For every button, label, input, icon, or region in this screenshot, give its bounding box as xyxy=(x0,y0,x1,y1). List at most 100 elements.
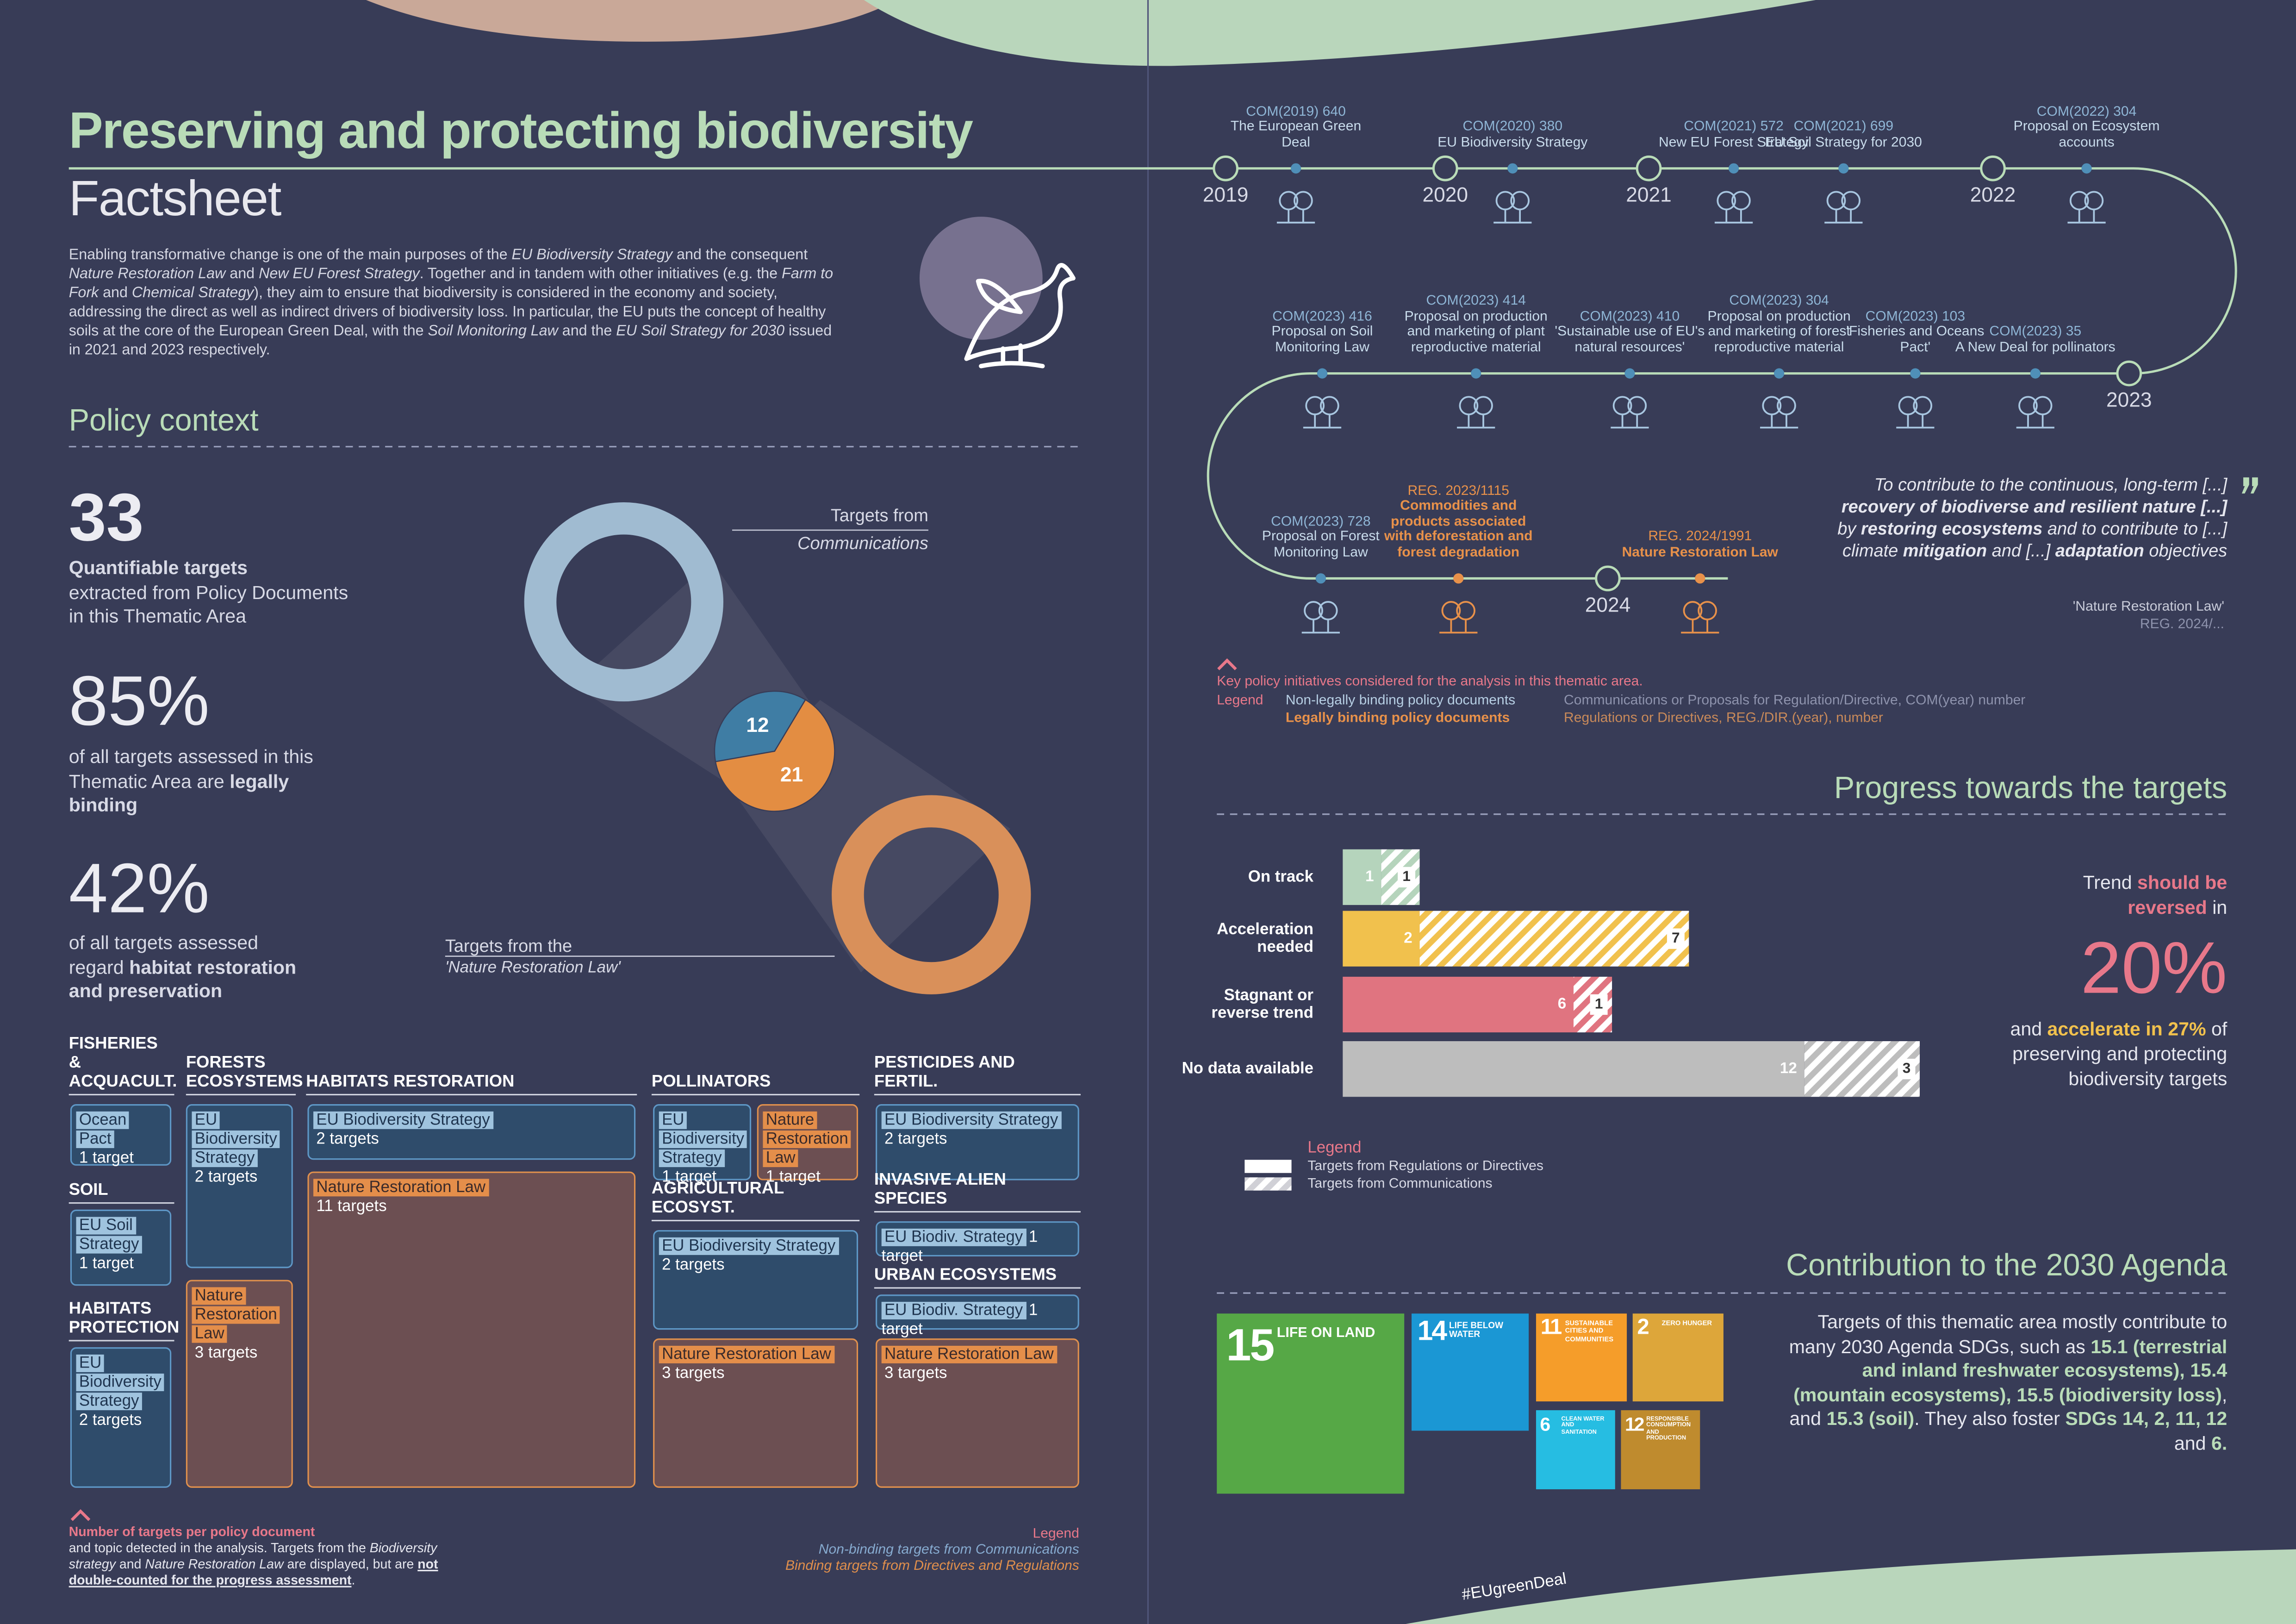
topic-box: Nature Restoration Law 3 targets xyxy=(186,1280,293,1488)
document-label: Nature Restoration Law xyxy=(192,1287,280,1343)
icon xyxy=(1439,601,1478,634)
text-run: EU Biodiversity Strategy xyxy=(511,247,673,264)
callout-text: Targets from xyxy=(830,505,928,526)
timeline-label: REG. 2024/1991 Nature Restoration Law xyxy=(1619,529,1780,561)
sdg-label: SUSTAINABLE CITIES AND COMMUNITIES xyxy=(1565,1320,1614,1343)
timeline-dot xyxy=(1471,368,1481,379)
year-marker xyxy=(2116,360,2142,387)
text-run: ), they aim to ensure that biodiversity … xyxy=(68,285,826,340)
timeline-title: 'Fisheries and Oceans Pact' xyxy=(1846,324,1985,356)
sdg-tile: 2 ZERO HUNGER xyxy=(1632,1313,1724,1402)
topic-box: Ocean Pact 1 target xyxy=(70,1104,172,1167)
document-label: Nature Restoration Law xyxy=(763,1111,852,1167)
page-subtitle: Factsheet xyxy=(68,171,282,227)
sdg-tile: 14 LIFE BELOW WATER xyxy=(1411,1313,1529,1431)
timeline-dot xyxy=(1624,368,1635,379)
text-run: of preserving and protecting biodiversit… xyxy=(2012,1018,2228,1090)
timeline-title: Proposal on Ecosystem accounts xyxy=(2013,119,2160,150)
document-label: EU Biodiversity Strategy xyxy=(659,1111,747,1167)
timeline-title: Proposal on Soil Monitoring Law xyxy=(1271,324,1373,356)
text-run: issued in 2021 and 2023 respectively. xyxy=(68,324,832,359)
text-run: Nature Restoration Law xyxy=(68,266,226,283)
timeline-dot xyxy=(1317,368,1328,379)
sdg-label: LIFE ON LAND xyxy=(1276,1325,1375,1342)
icon-part xyxy=(1896,414,1935,429)
icon-part xyxy=(2016,414,2054,429)
pie-slice xyxy=(715,699,835,812)
sdg-label: ZERO HUNGER xyxy=(1661,1320,1712,1327)
document-label: Nature Restoration Law xyxy=(659,1345,834,1363)
decor-wave xyxy=(1406,1549,2296,1624)
document-label: Nature Restoration Law xyxy=(881,1345,1057,1363)
timeline-dot xyxy=(1728,163,1739,174)
stat-figure: 85% xyxy=(68,663,210,741)
timeline-label: COM(2021) 572 New EU Forest Strategy xyxy=(1653,119,1814,150)
text-run: and topic detected in the analysis. Targ… xyxy=(68,1540,370,1555)
text-run: . xyxy=(351,1573,355,1587)
timeline-title: Proposal on Forest Monitoring Law xyxy=(1262,528,1380,560)
icon xyxy=(1303,396,1342,429)
legend-entry: Legally binding policy documents xyxy=(1285,710,1510,726)
legend-entry: Binding targets from Directives and Regu… xyxy=(785,1558,1079,1574)
topic-title: INVASIVE ALIEN SPECIES xyxy=(874,1172,1081,1213)
year-label: 2024 xyxy=(1585,593,1630,616)
legend-title: Legend xyxy=(1307,1139,1362,1157)
footnote-title: Number of targets per policy document xyxy=(68,1524,315,1539)
bar-segment xyxy=(1343,976,1574,1033)
stat-text: Quantifiable targets extracted from Polic… xyxy=(69,556,362,629)
icon xyxy=(1714,191,1753,224)
year-label: 2023 xyxy=(2106,388,2152,411)
sdg-label: LIFE BELOW WATER xyxy=(1449,1322,1504,1340)
topic-title: FORESTS ECOSYSTEMS xyxy=(186,1055,303,1096)
value-label: 12 xyxy=(1780,1060,1797,1077)
trend-text: Trend should be reversed in xyxy=(2052,870,2228,920)
text-run: accelerate in 27% xyxy=(2047,1018,2206,1040)
text-run: Trend xyxy=(2083,871,2138,893)
timeline-dot xyxy=(1695,573,1705,584)
timeline-code: COM(2020) 380 xyxy=(1462,119,1563,135)
text-run: mitigation xyxy=(1903,540,1987,561)
timeline-dot xyxy=(1453,573,1464,584)
text-run: Quantifiable targets xyxy=(68,556,248,579)
timeline-code: COM(2021) 699 xyxy=(1793,119,1894,135)
ring xyxy=(832,795,1031,994)
intro: Enabling transformative change is one of… xyxy=(69,246,842,360)
icon xyxy=(1457,396,1495,429)
timeline-code: COM(2023) 35 xyxy=(1989,324,2082,340)
sdg-number: 6 xyxy=(1540,1412,1550,1435)
timeline-title: A New Deal for pollinators xyxy=(1955,339,2116,356)
text-run: Enabling transformative change is one of… xyxy=(68,247,512,264)
target-count: 1 target xyxy=(881,1302,1038,1339)
value-label-bg xyxy=(1667,928,1685,949)
stat-text: of all targets assessed regard habitat r… xyxy=(69,931,318,1004)
topic-title: URBAN ECOSYSTEMS xyxy=(874,1267,1081,1289)
stat-text: of all targets assessed in this Thematic… xyxy=(69,745,318,818)
timeline-code: COM(2023) 414 xyxy=(1426,293,1526,309)
decor-blob xyxy=(366,0,896,42)
stat-figure: 33 xyxy=(68,479,144,555)
sdg-label: RESPONSIBLE CONSUMPTION AND PRODUCTION xyxy=(1646,1414,1691,1441)
text-run: extracted from Policy Documents in this … xyxy=(68,581,348,627)
category-label: Stagnant or reverse trend xyxy=(1211,987,1314,1022)
topic-box: Nature Restoration Law 3 targets xyxy=(653,1338,859,1488)
icon xyxy=(1276,191,1315,224)
value-label-bg xyxy=(1590,994,1608,1015)
trend-figure: 20% xyxy=(2080,927,2228,1009)
text-run: . They also foster xyxy=(1914,1407,2066,1430)
value-label-bg xyxy=(1398,867,1416,887)
category-label: No data available xyxy=(1182,1060,1314,1078)
timeline-path xyxy=(68,167,2237,580)
timeline-code: COM(2023) 728 xyxy=(1271,513,1371,530)
value-label: 1 xyxy=(1595,995,1603,1012)
document-label: EU Soil Strategy xyxy=(76,1217,142,1254)
target-count: 3 targets xyxy=(884,1365,947,1383)
quote-reference: REG. 2024/... xyxy=(2140,616,2224,633)
timeline-label: COM(2022) 304 Proposal on Ecosystem accou… xyxy=(2006,104,2167,151)
text-run: 15.1 (terrestrial and inland freshwater … xyxy=(1793,1335,2228,1405)
timeline-label: REG. 2023/1115 Commodities and products a… xyxy=(1378,483,1539,561)
legend-title: Legend xyxy=(1217,693,1263,709)
sdg-tile: 6 CLEAN WATER AND SANITATION xyxy=(1536,1410,1615,1489)
text-run: , and xyxy=(1789,1383,2228,1430)
sdg-number: 11 xyxy=(1540,1316,1562,1340)
bird-badge xyxy=(919,217,1043,340)
